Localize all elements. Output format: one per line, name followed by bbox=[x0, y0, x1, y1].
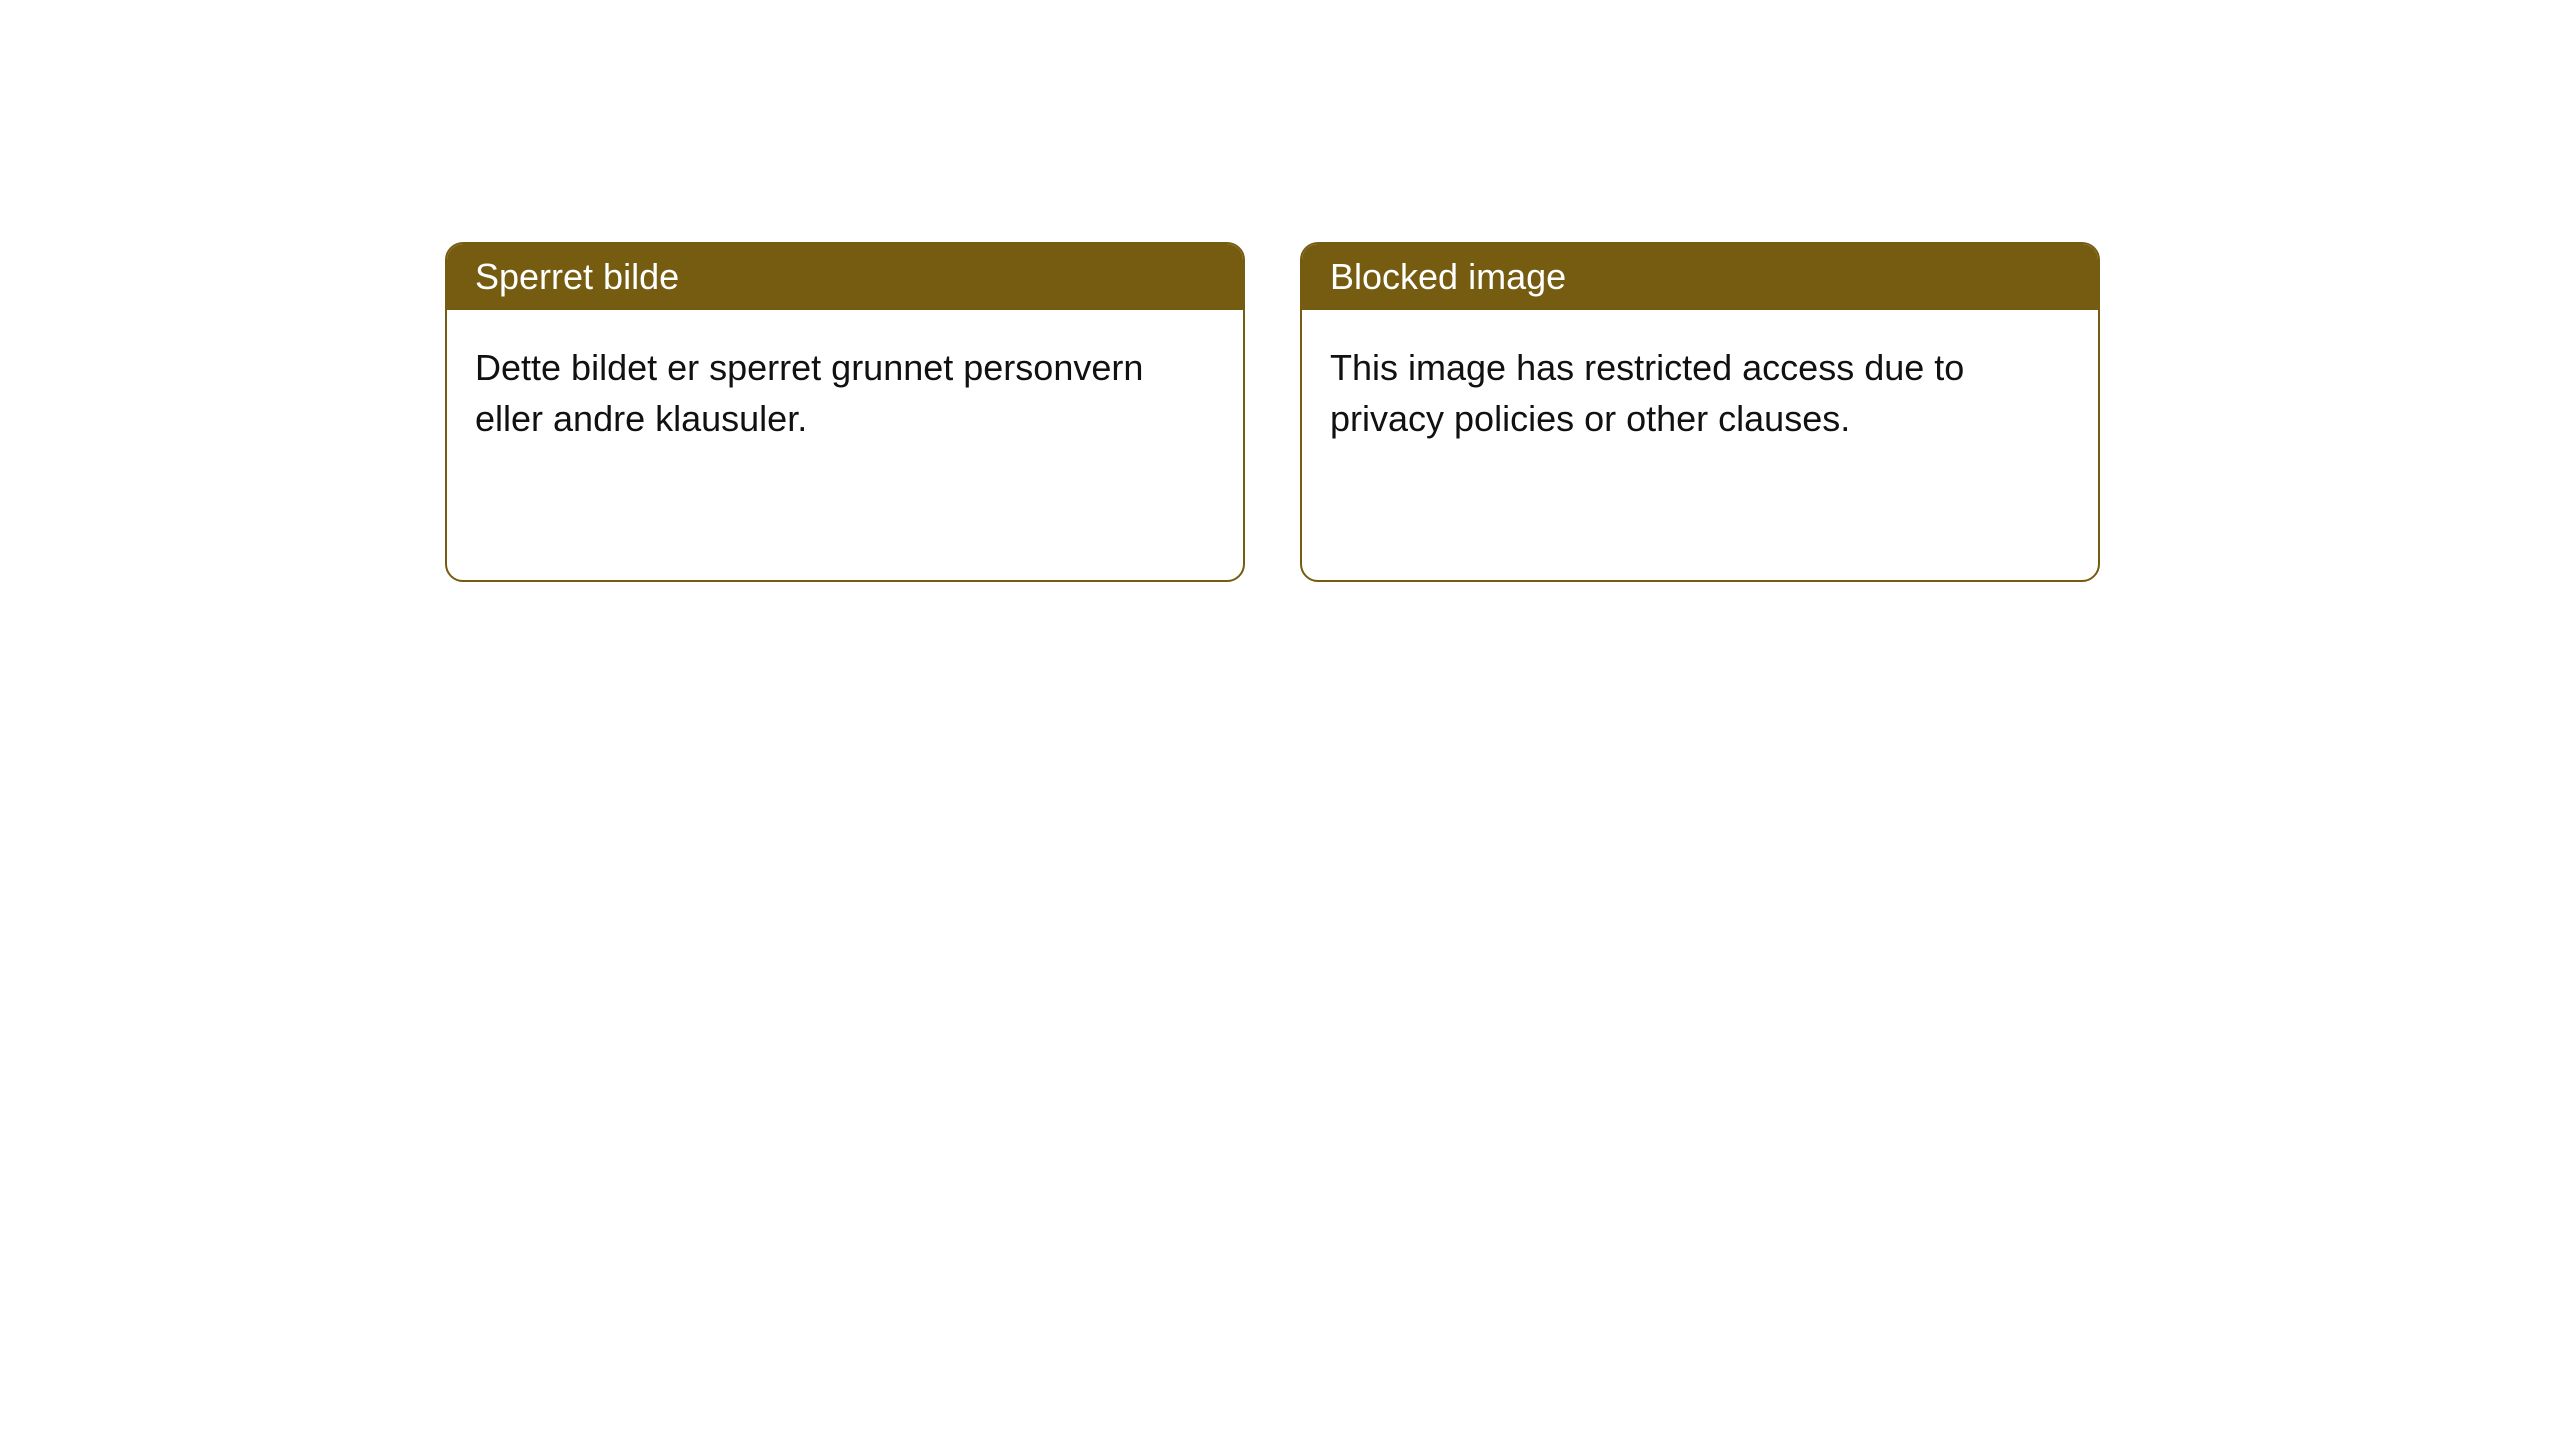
box-header: Blocked image bbox=[1302, 244, 2098, 310]
box-body: Dette bildet er sperret grunnet personve… bbox=[447, 310, 1243, 580]
box-body: This image has restricted access due to … bbox=[1302, 310, 2098, 580]
box-header: Sperret bilde bbox=[447, 244, 1243, 310]
blocked-image-box-no: Sperret bilde Dette bildet er sperret gr… bbox=[445, 242, 1245, 582]
blocked-image-box-en: Blocked image This image has restricted … bbox=[1300, 242, 2100, 582]
info-box-container: Sperret bilde Dette bildet er sperret gr… bbox=[0, 0, 2560, 582]
